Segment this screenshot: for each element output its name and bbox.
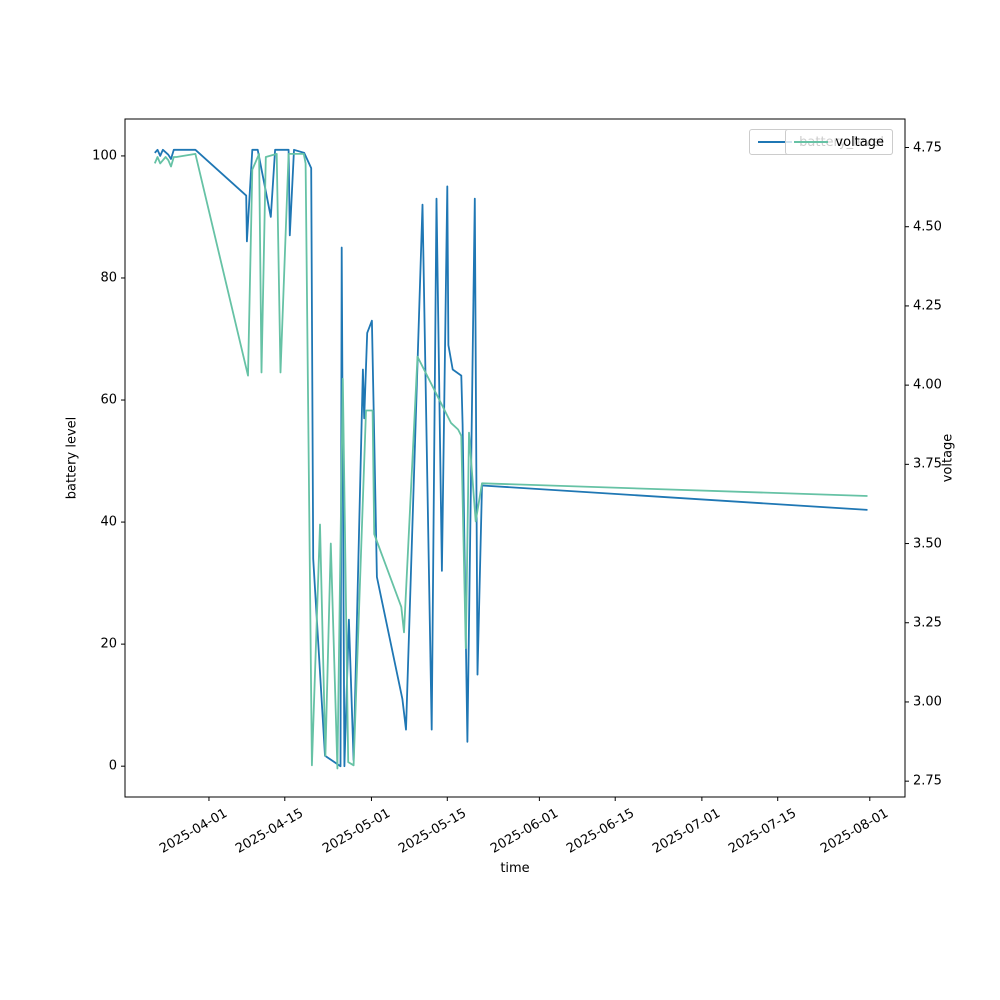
- y-left-tick-label: 80: [100, 270, 117, 286]
- y-axis-label-right: voltage: [940, 433, 956, 483]
- y-left-tick-label: 100: [92, 148, 117, 164]
- axes-spines: [124, 118, 906, 798]
- y-left-tick-label: 20: [100, 636, 117, 652]
- voltage-legend-line-sample: [794, 141, 829, 143]
- y-left-tick-label: 60: [100, 392, 117, 408]
- y-right-tick-label: 3.25: [913, 615, 942, 631]
- legend-voltage: voltage: [785, 129, 893, 155]
- battery-legend-line-sample: [758, 141, 793, 143]
- y-right-tick-label: 2.75: [913, 773, 942, 789]
- y-left-tick-label: 0: [108, 758, 117, 774]
- y-left-tick-label: 40: [100, 514, 117, 530]
- y-right-tick-label: 3.75: [913, 456, 942, 472]
- y-right-tick-label: 3.00: [913, 694, 942, 710]
- y-right-tick-label: 4.25: [913, 298, 942, 314]
- y-right-tick-label: 4.00: [913, 377, 942, 393]
- x-axis-label: time: [500, 861, 530, 876]
- y-axis-label-left: battery level: [64, 416, 80, 500]
- y-right-tick-label: 3.50: [913, 536, 942, 552]
- y-right-tick-label: 4.75: [913, 140, 942, 155]
- series-line-voltage: [153, 152, 868, 770]
- y-right-tick-label: 4.50: [913, 219, 942, 235]
- series-line-battery_level: [154, 148, 868, 768]
- voltage-legend-label: voltage: [835, 134, 884, 150]
